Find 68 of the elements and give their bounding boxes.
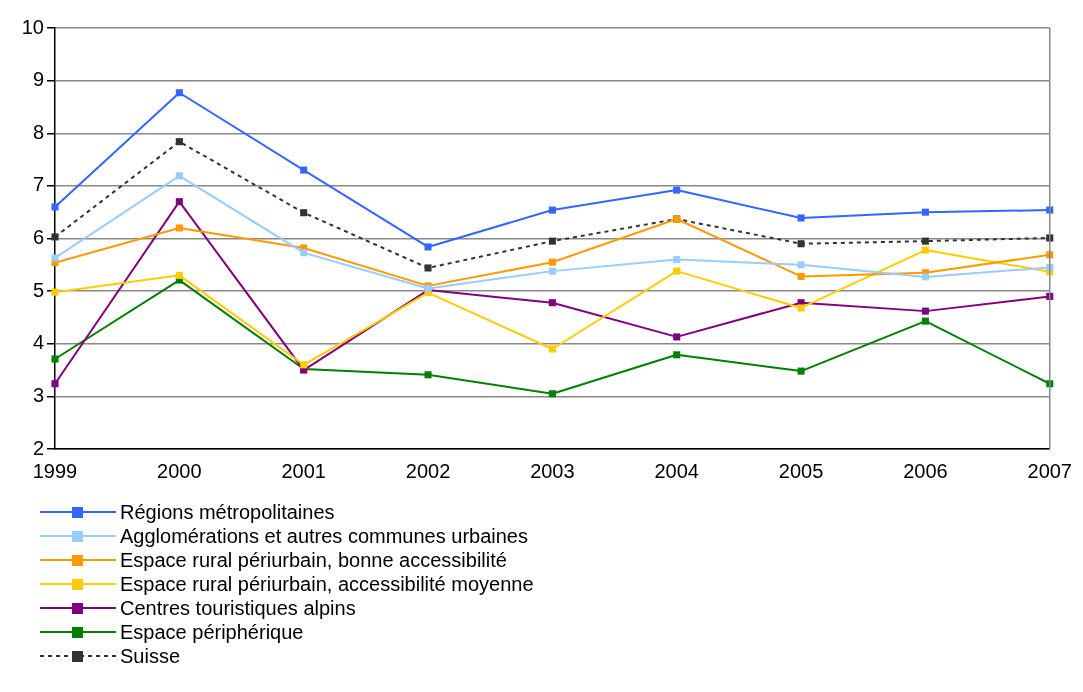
x-tick-label: 2007 (1027, 459, 1072, 482)
point (797, 367, 805, 375)
y-tick-label: 2 (32, 436, 44, 459)
point (921, 246, 929, 254)
point (300, 209, 308, 217)
x-tick-label: 2003 (530, 459, 575, 482)
y-tick-label: 4 (32, 331, 44, 354)
legend-label: Espace périphérique (120, 620, 304, 644)
point (548, 299, 556, 307)
legend-label: Espace rural périurbain, accessibilité moyenne (120, 572, 534, 596)
point (548, 206, 556, 214)
point (548, 237, 556, 245)
point (797, 261, 805, 269)
point (424, 243, 432, 251)
point (51, 355, 59, 363)
x-tick-label: 1999 (32, 459, 78, 482)
point (548, 267, 556, 275)
point (673, 333, 681, 341)
y-tick-label: 6 (32, 226, 44, 249)
point (673, 267, 681, 275)
x-tick-label: 2001 (281, 459, 326, 482)
point (175, 138, 183, 146)
point (921, 208, 929, 216)
x-tick-label: 2004 (654, 459, 699, 482)
point (175, 224, 183, 232)
point (175, 89, 183, 97)
point (797, 272, 805, 280)
point (51, 288, 59, 296)
point (300, 361, 308, 369)
point (921, 307, 929, 315)
point (51, 254, 59, 262)
y-tick-label: 9 (32, 68, 44, 91)
y-tick-label: 3 (32, 383, 44, 406)
y-tick-label: 8 (32, 120, 44, 143)
legend-label: Centres touristiques alpins (120, 596, 356, 620)
point (673, 256, 681, 264)
point (424, 264, 432, 272)
y-tick-label: 7 (32, 173, 44, 196)
point (797, 214, 805, 222)
x-tick-label: 2006 (903, 459, 948, 482)
point (175, 198, 183, 206)
x-tick-label: 2002 (405, 459, 451, 482)
point (51, 203, 59, 211)
y-tick-label: 10 (21, 15, 44, 38)
point (548, 345, 556, 353)
point (424, 371, 432, 379)
point (51, 380, 59, 388)
point (175, 271, 183, 279)
point (51, 233, 59, 241)
legend-label: Espace rural périurbain, bonne accessibilité (120, 548, 507, 572)
x-tick-label: 2005 (778, 459, 824, 482)
point (548, 258, 556, 266)
point (921, 237, 929, 245)
legend-label: Régions métropolitaines (120, 500, 335, 524)
point (300, 249, 308, 257)
point (797, 304, 805, 312)
x-tick-label: 2000 (157, 459, 202, 482)
point (921, 273, 929, 281)
legend-label: Agglomérations et autres communes urbaines (120, 524, 528, 548)
point (797, 240, 805, 248)
legend-label: Suisse (120, 644, 181, 668)
point (673, 351, 681, 359)
point (921, 317, 929, 325)
point (548, 390, 556, 398)
point (175, 172, 183, 180)
point (673, 186, 681, 194)
point (300, 166, 308, 174)
y-tick-label: 5 (32, 278, 44, 301)
